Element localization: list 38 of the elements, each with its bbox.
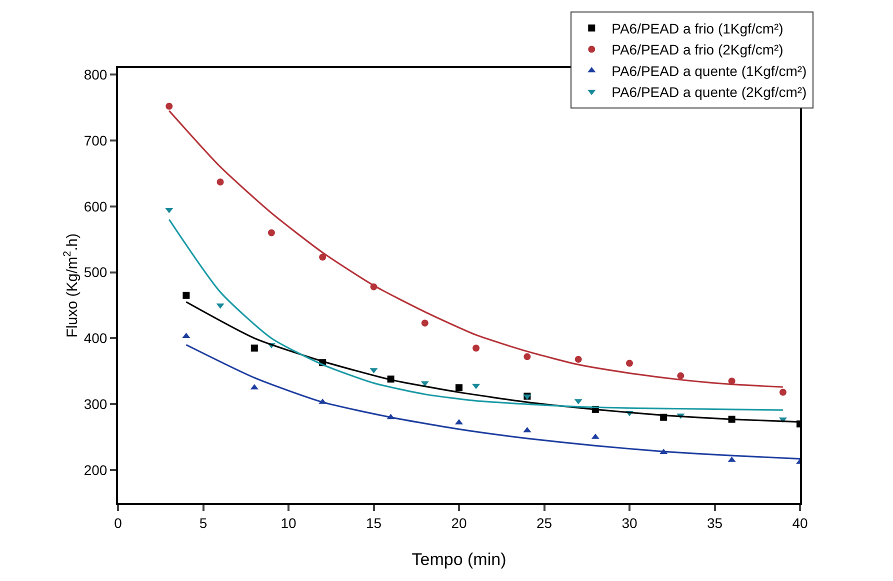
point xyxy=(472,344,480,352)
legend-label: PA6/PEAD a quente (1Kgf/cm²) xyxy=(612,62,807,79)
point xyxy=(456,384,462,392)
y-tick-label: 200 xyxy=(84,462,108,478)
x-tick-label: 5 xyxy=(199,514,208,531)
x-tick-label: 25 xyxy=(536,514,552,531)
point xyxy=(524,353,531,360)
point xyxy=(472,384,480,390)
point xyxy=(182,292,190,299)
point xyxy=(574,356,582,363)
point xyxy=(268,229,275,236)
x-tick-label: 40 xyxy=(792,514,808,531)
point xyxy=(166,102,173,110)
y-tick-label: 700 xyxy=(84,132,108,148)
y-tick-label: 600 xyxy=(84,198,108,214)
point xyxy=(779,388,786,396)
point xyxy=(319,254,326,261)
x-tick-label: 0 xyxy=(114,514,122,531)
point xyxy=(216,178,224,186)
y-tick-label: 500 xyxy=(84,264,108,280)
y-tick-label: 400 xyxy=(84,330,108,346)
point xyxy=(250,344,258,352)
x-tick-label: 30 xyxy=(622,514,638,531)
legend-label: PA6/PEAD a quente (2Kgf/cm²) xyxy=(612,84,807,100)
x-tick-label: 20 xyxy=(451,514,467,531)
y-tick-label: 300 xyxy=(84,396,108,412)
x-axis-title: Tempo (min) xyxy=(412,550,506,569)
line-series xyxy=(168,218,784,411)
x-tick-label: 35 xyxy=(706,514,723,531)
point xyxy=(626,360,633,367)
point xyxy=(165,208,174,214)
legend-label: PA6/PEAD a frio (2Kgf/cm²) xyxy=(612,42,784,58)
point xyxy=(677,372,684,380)
legend-label: PA6/PEAD a frio (1Kgf/cm²) xyxy=(612,20,784,37)
y-tick-label: 800 xyxy=(84,66,108,82)
x-tick-label: 15 xyxy=(366,514,382,531)
point xyxy=(421,320,428,327)
x-tick-label: 10 xyxy=(280,514,296,531)
